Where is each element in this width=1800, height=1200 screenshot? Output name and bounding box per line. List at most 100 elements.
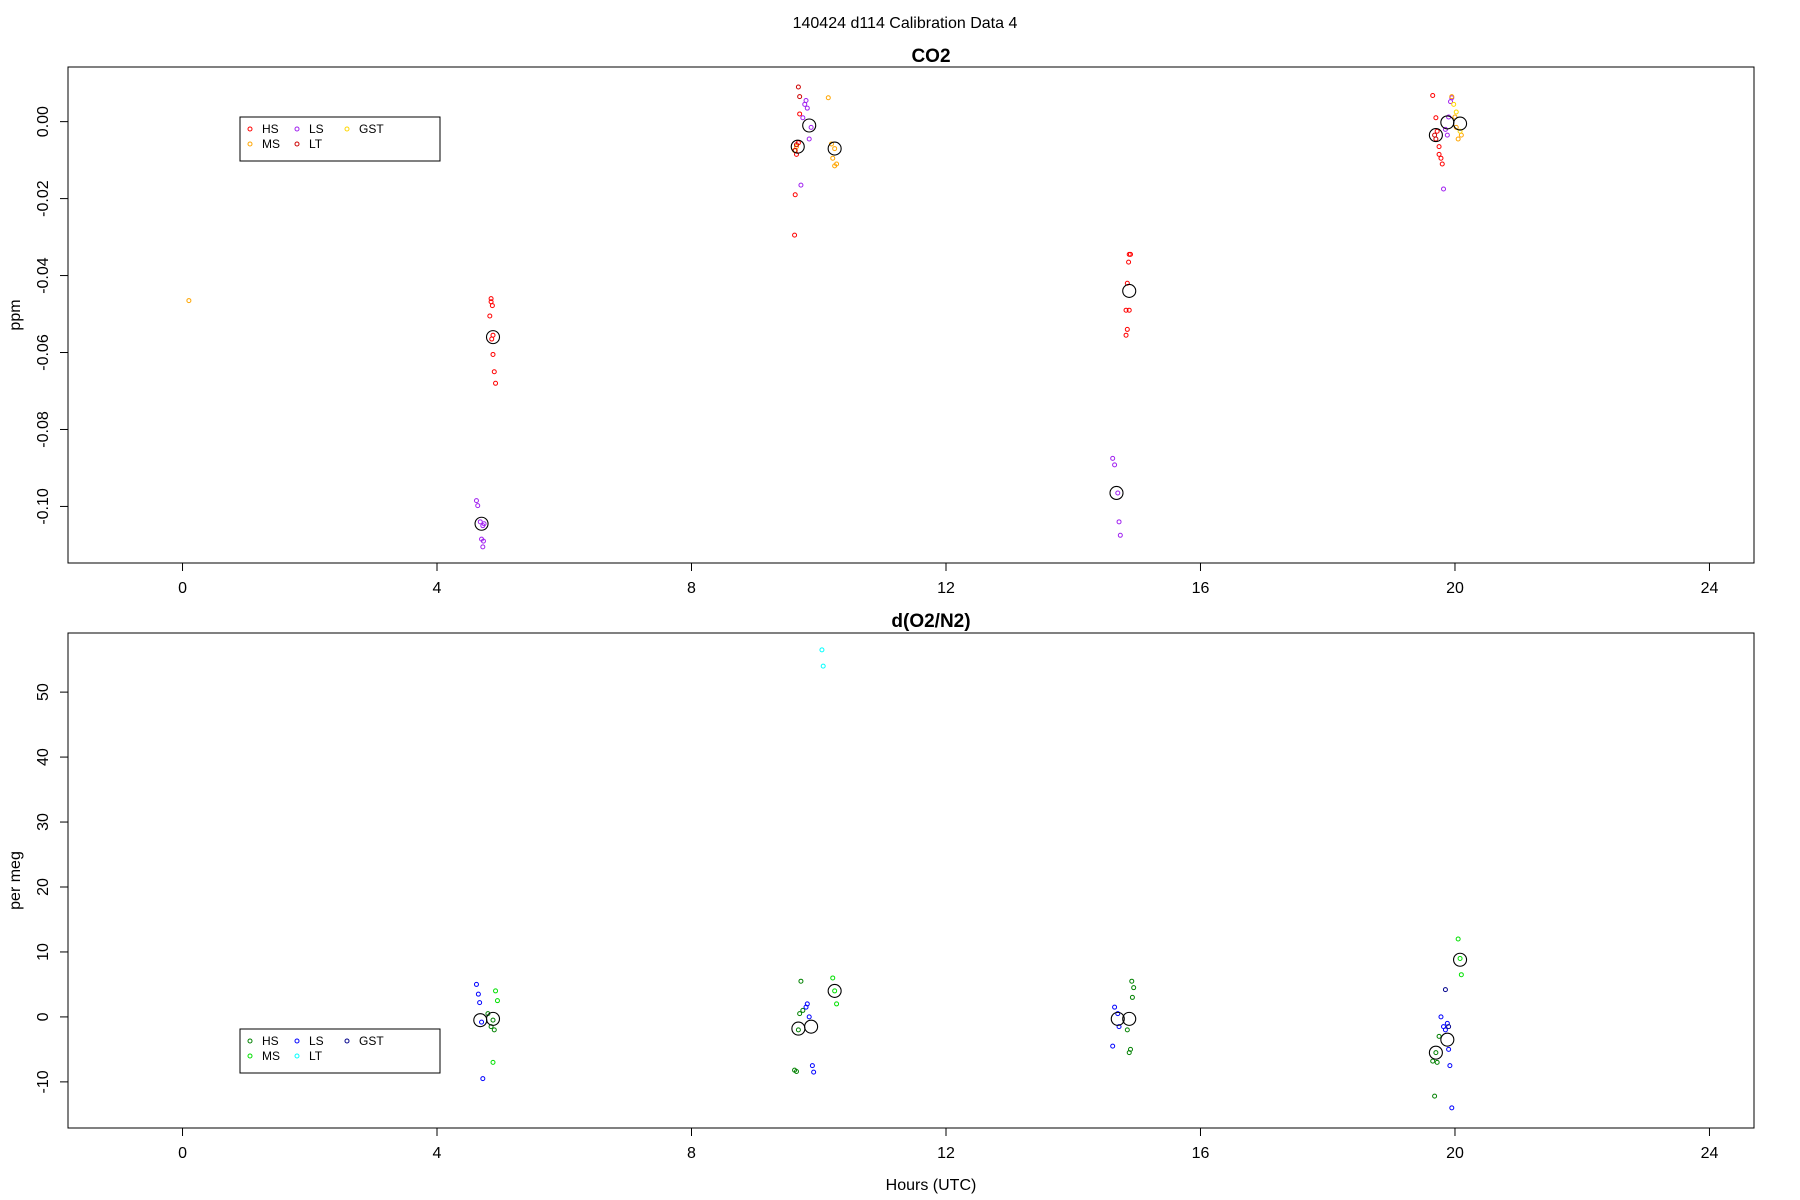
x-tick-label: 20 [1446, 1145, 1464, 1162]
data-point [1127, 1046, 1133, 1052]
data-point [1436, 144, 1442, 150]
x-tick-label: 24 [1701, 1145, 1719, 1162]
x-tick-label: 16 [1192, 580, 1210, 597]
legend-marker [344, 126, 350, 132]
data-point [1430, 92, 1436, 98]
legend-marker [247, 1038, 253, 1044]
data-point [820, 663, 826, 669]
panel-title: d(O2/N2) [891, 611, 970, 632]
data-point [825, 95, 831, 101]
data-point [1131, 985, 1137, 991]
data-point [800, 115, 806, 121]
legend-marker [294, 126, 300, 132]
legend-marker [294, 1038, 300, 1044]
series-hs [485, 978, 1442, 1099]
data-point [806, 1014, 812, 1020]
legend-marker [247, 1053, 253, 1059]
mean-point [791, 1021, 806, 1036]
data-point [1434, 1059, 1440, 1065]
x-tick-label: 12 [937, 580, 955, 597]
data-point [792, 192, 798, 198]
data-point [1438, 1014, 1444, 1020]
legend-marker [344, 1038, 350, 1044]
legend-box [239, 116, 441, 162]
y-tick-label: 0 [35, 1012, 52, 1021]
mean-point [485, 330, 501, 345]
data-point [473, 498, 479, 504]
legend-label: HS [262, 1034, 279, 1048]
data-point [475, 991, 481, 997]
data-point [1432, 1093, 1438, 1099]
data-point [1126, 307, 1132, 313]
data-point [473, 981, 479, 987]
legend-label: LT [309, 1049, 323, 1063]
data-point [803, 97, 809, 103]
data-point [480, 538, 486, 544]
data-point [798, 978, 804, 984]
data-point [1457, 128, 1463, 134]
data-point [809, 1063, 815, 1069]
series-hs [487, 92, 1445, 386]
y-tick-label: 30 [35, 813, 52, 831]
legend: HS LS GST MS LT [239, 1028, 441, 1074]
x-tick-label: 20 [1446, 580, 1464, 597]
y-axis-label: per meg [7, 851, 24, 910]
data-point [1115, 1011, 1121, 1017]
x-tick-label: 0 [178, 1145, 187, 1162]
mean-point [827, 141, 842, 156]
y-tick-label: 10 [35, 943, 52, 961]
legend-label: HS [262, 122, 279, 136]
data-point [1455, 136, 1461, 142]
data-point [493, 380, 499, 386]
data-point [480, 544, 486, 550]
mean-point [1453, 116, 1468, 131]
data-point [1124, 326, 1130, 332]
data-point [804, 105, 810, 111]
data-point [1430, 1058, 1436, 1064]
data-point [808, 124, 814, 130]
data-point [1436, 151, 1442, 157]
data-point [793, 1068, 799, 1074]
data-point [1449, 94, 1455, 100]
o2n2-panel: d(O2/N2) 0 4 8 12 16 20 24 -10 0 10 20 30 40 50 per meg… [7, 611, 1755, 1194]
data-point [1442, 1027, 1448, 1033]
data-point [797, 94, 803, 100]
data-point [477, 1000, 483, 1006]
data-point [481, 521, 487, 527]
data-point [1117, 532, 1123, 538]
data-point [488, 296, 494, 302]
data-point [491, 1027, 497, 1033]
data-point [1457, 955, 1463, 961]
data-point [792, 232, 798, 238]
data-point [1451, 101, 1457, 107]
series-lt [792, 84, 1439, 154]
data-point [1439, 161, 1445, 167]
data-point [1455, 936, 1461, 942]
data-point [832, 146, 838, 152]
legend-label: GST [359, 122, 384, 136]
series-ms [490, 936, 1464, 1065]
data-point [834, 1001, 840, 1007]
panel-title: CO2 [911, 46, 950, 67]
data-point [797, 111, 803, 117]
data-point [1123, 332, 1129, 338]
x-tick-label: 8 [687, 580, 696, 597]
mean-point [1440, 1032, 1455, 1047]
y-tick-label: 50 [35, 683, 52, 701]
data-point [1110, 455, 1116, 461]
data-point [1126, 259, 1132, 265]
data-point [1112, 1004, 1118, 1010]
data-point [489, 336, 495, 342]
y-tick-label: 20 [35, 878, 52, 896]
legend-label: LT [309, 137, 323, 151]
data-point [811, 1069, 817, 1075]
data-point [491, 369, 497, 375]
data-point [494, 998, 500, 1004]
data-point [830, 975, 836, 981]
legend-box [239, 1028, 441, 1074]
y-tick-label: -0.10 [35, 488, 52, 525]
data-point [1453, 109, 1459, 115]
data-point [830, 155, 836, 161]
series-mean [474, 115, 1468, 531]
legend-label: LS [309, 1034, 324, 1048]
